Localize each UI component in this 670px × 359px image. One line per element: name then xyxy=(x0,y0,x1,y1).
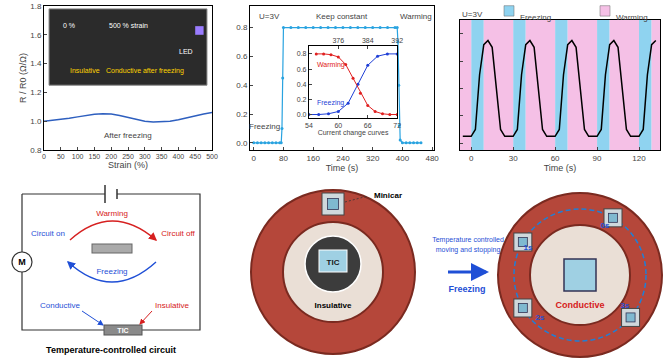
svg-text:240: 240 xyxy=(336,154,350,163)
svg-text:Freezing: Freezing xyxy=(520,13,551,22)
svg-text:60: 60 xyxy=(551,154,560,163)
svg-text:300: 300 xyxy=(139,153,151,160)
svg-text:150: 150 xyxy=(89,153,101,160)
svg-text:Time (s): Time (s) xyxy=(544,163,577,173)
svg-text:Freezing: Freezing xyxy=(249,122,280,131)
svg-text:Insulative: Insulative xyxy=(315,301,352,310)
svg-text:After freezing: After freezing xyxy=(104,131,152,140)
svg-text:90: 90 xyxy=(593,154,602,163)
svg-text:Circuit on: Circuit on xyxy=(31,229,65,238)
svg-text:Circuit off: Circuit off xyxy=(161,229,195,238)
svg-text:500: 500 xyxy=(206,153,218,160)
svg-text:250: 250 xyxy=(122,153,134,160)
svg-text:0.8: 0.8 xyxy=(297,50,307,57)
svg-text:LED: LED xyxy=(179,48,193,55)
svg-text:moving and stopping: moving and stopping xyxy=(436,246,501,254)
svg-text:Freezing: Freezing xyxy=(317,99,344,107)
svg-text:Insulative: Insulative xyxy=(155,301,189,310)
svg-text:80: 80 xyxy=(279,154,288,163)
svg-text:480: 480 xyxy=(425,154,439,163)
svg-text:160: 160 xyxy=(307,154,321,163)
svg-text:400: 400 xyxy=(173,153,185,160)
svg-text:Temperature controlled: Temperature controlled xyxy=(432,236,504,244)
svg-text:500 % strain: 500 % strain xyxy=(109,22,148,29)
svg-text:Time (s): Time (s) xyxy=(326,163,359,173)
svg-text:1.2: 1.2 xyxy=(30,88,42,97)
svg-text:0.8: 0.8 xyxy=(236,23,248,32)
svg-text:30: 30 xyxy=(509,154,518,163)
svg-text:384: 384 xyxy=(362,37,374,44)
svg-text:0: 0 xyxy=(469,154,474,163)
svg-text:1.6: 1.6 xyxy=(30,31,42,40)
svg-text:1.8: 1.8 xyxy=(30,2,42,11)
svg-text:0s: 0s xyxy=(601,221,610,230)
svg-text:Warming: Warming xyxy=(96,209,128,218)
svg-text:Keep constant: Keep constant xyxy=(316,12,368,21)
svg-text:0.2: 0.2 xyxy=(236,110,248,119)
svg-text:TIC: TIC xyxy=(327,258,340,267)
svg-text:0.0: 0.0 xyxy=(297,111,307,118)
svg-text:2s: 2s xyxy=(536,313,545,322)
svg-text:Freezing: Freezing xyxy=(96,267,127,276)
svg-text:450: 450 xyxy=(189,153,201,160)
svg-text:0.6: 0.6 xyxy=(236,52,248,61)
svg-text:0.8: 0.8 xyxy=(30,146,42,155)
svg-text:0.6: 0.6 xyxy=(297,66,307,73)
svg-text:54: 54 xyxy=(305,122,313,129)
svg-text:350: 350 xyxy=(156,153,168,160)
svg-text:Conductive: Conductive xyxy=(40,301,81,310)
svg-text:0: 0 xyxy=(42,153,46,160)
svg-text:400: 400 xyxy=(396,154,410,163)
svg-text:0.2: 0.2 xyxy=(297,96,307,103)
svg-text:R / R0 (Ω/Ω): R / R0 (Ω/Ω) xyxy=(18,53,28,103)
svg-text:Warming: Warming xyxy=(616,13,648,22)
svg-text:0.0: 0.0 xyxy=(236,139,248,148)
svg-text:50: 50 xyxy=(57,153,65,160)
svg-text:3s: 3s xyxy=(621,301,630,310)
svg-text:U=3V: U=3V xyxy=(259,12,280,21)
svg-text:1.0: 1.0 xyxy=(30,117,42,126)
svg-text:0: 0 xyxy=(251,154,256,163)
svg-text:120: 120 xyxy=(632,154,646,163)
svg-text:0 %: 0 % xyxy=(63,22,75,29)
svg-text:Warming: Warming xyxy=(317,61,345,69)
svg-text:0.4: 0.4 xyxy=(297,81,307,88)
svg-text:Freezing: Freezing xyxy=(448,284,485,294)
svg-text:Minicar: Minicar xyxy=(374,191,402,200)
svg-text:66: 66 xyxy=(364,122,372,129)
svg-text:Conductive: Conductive xyxy=(555,300,604,310)
svg-text:Strain (%): Strain (%) xyxy=(108,160,148,170)
svg-text:Conductive after freezing: Conductive after freezing xyxy=(106,67,184,75)
svg-text:376: 376 xyxy=(332,37,344,44)
svg-text:60: 60 xyxy=(334,122,342,129)
svg-text:Current change curves: Current change curves xyxy=(318,129,389,137)
svg-text:Temperature-controlled circuit: Temperature-controlled circuit xyxy=(46,345,176,355)
svg-text:0.4: 0.4 xyxy=(236,81,248,90)
svg-text:Insulative: Insulative xyxy=(70,67,100,74)
svg-text:1.4: 1.4 xyxy=(30,59,42,68)
svg-text:U=3V: U=3V xyxy=(462,10,483,19)
svg-text:200: 200 xyxy=(105,153,117,160)
svg-text:Warming: Warming xyxy=(400,12,432,21)
svg-text:1s: 1s xyxy=(524,243,533,252)
svg-text:100: 100 xyxy=(72,153,84,160)
svg-text:M: M xyxy=(18,257,26,267)
svg-text:392: 392 xyxy=(391,37,403,44)
svg-text:72: 72 xyxy=(393,122,401,129)
svg-text:TIC: TIC xyxy=(117,327,128,334)
svg-text:320: 320 xyxy=(366,154,380,163)
